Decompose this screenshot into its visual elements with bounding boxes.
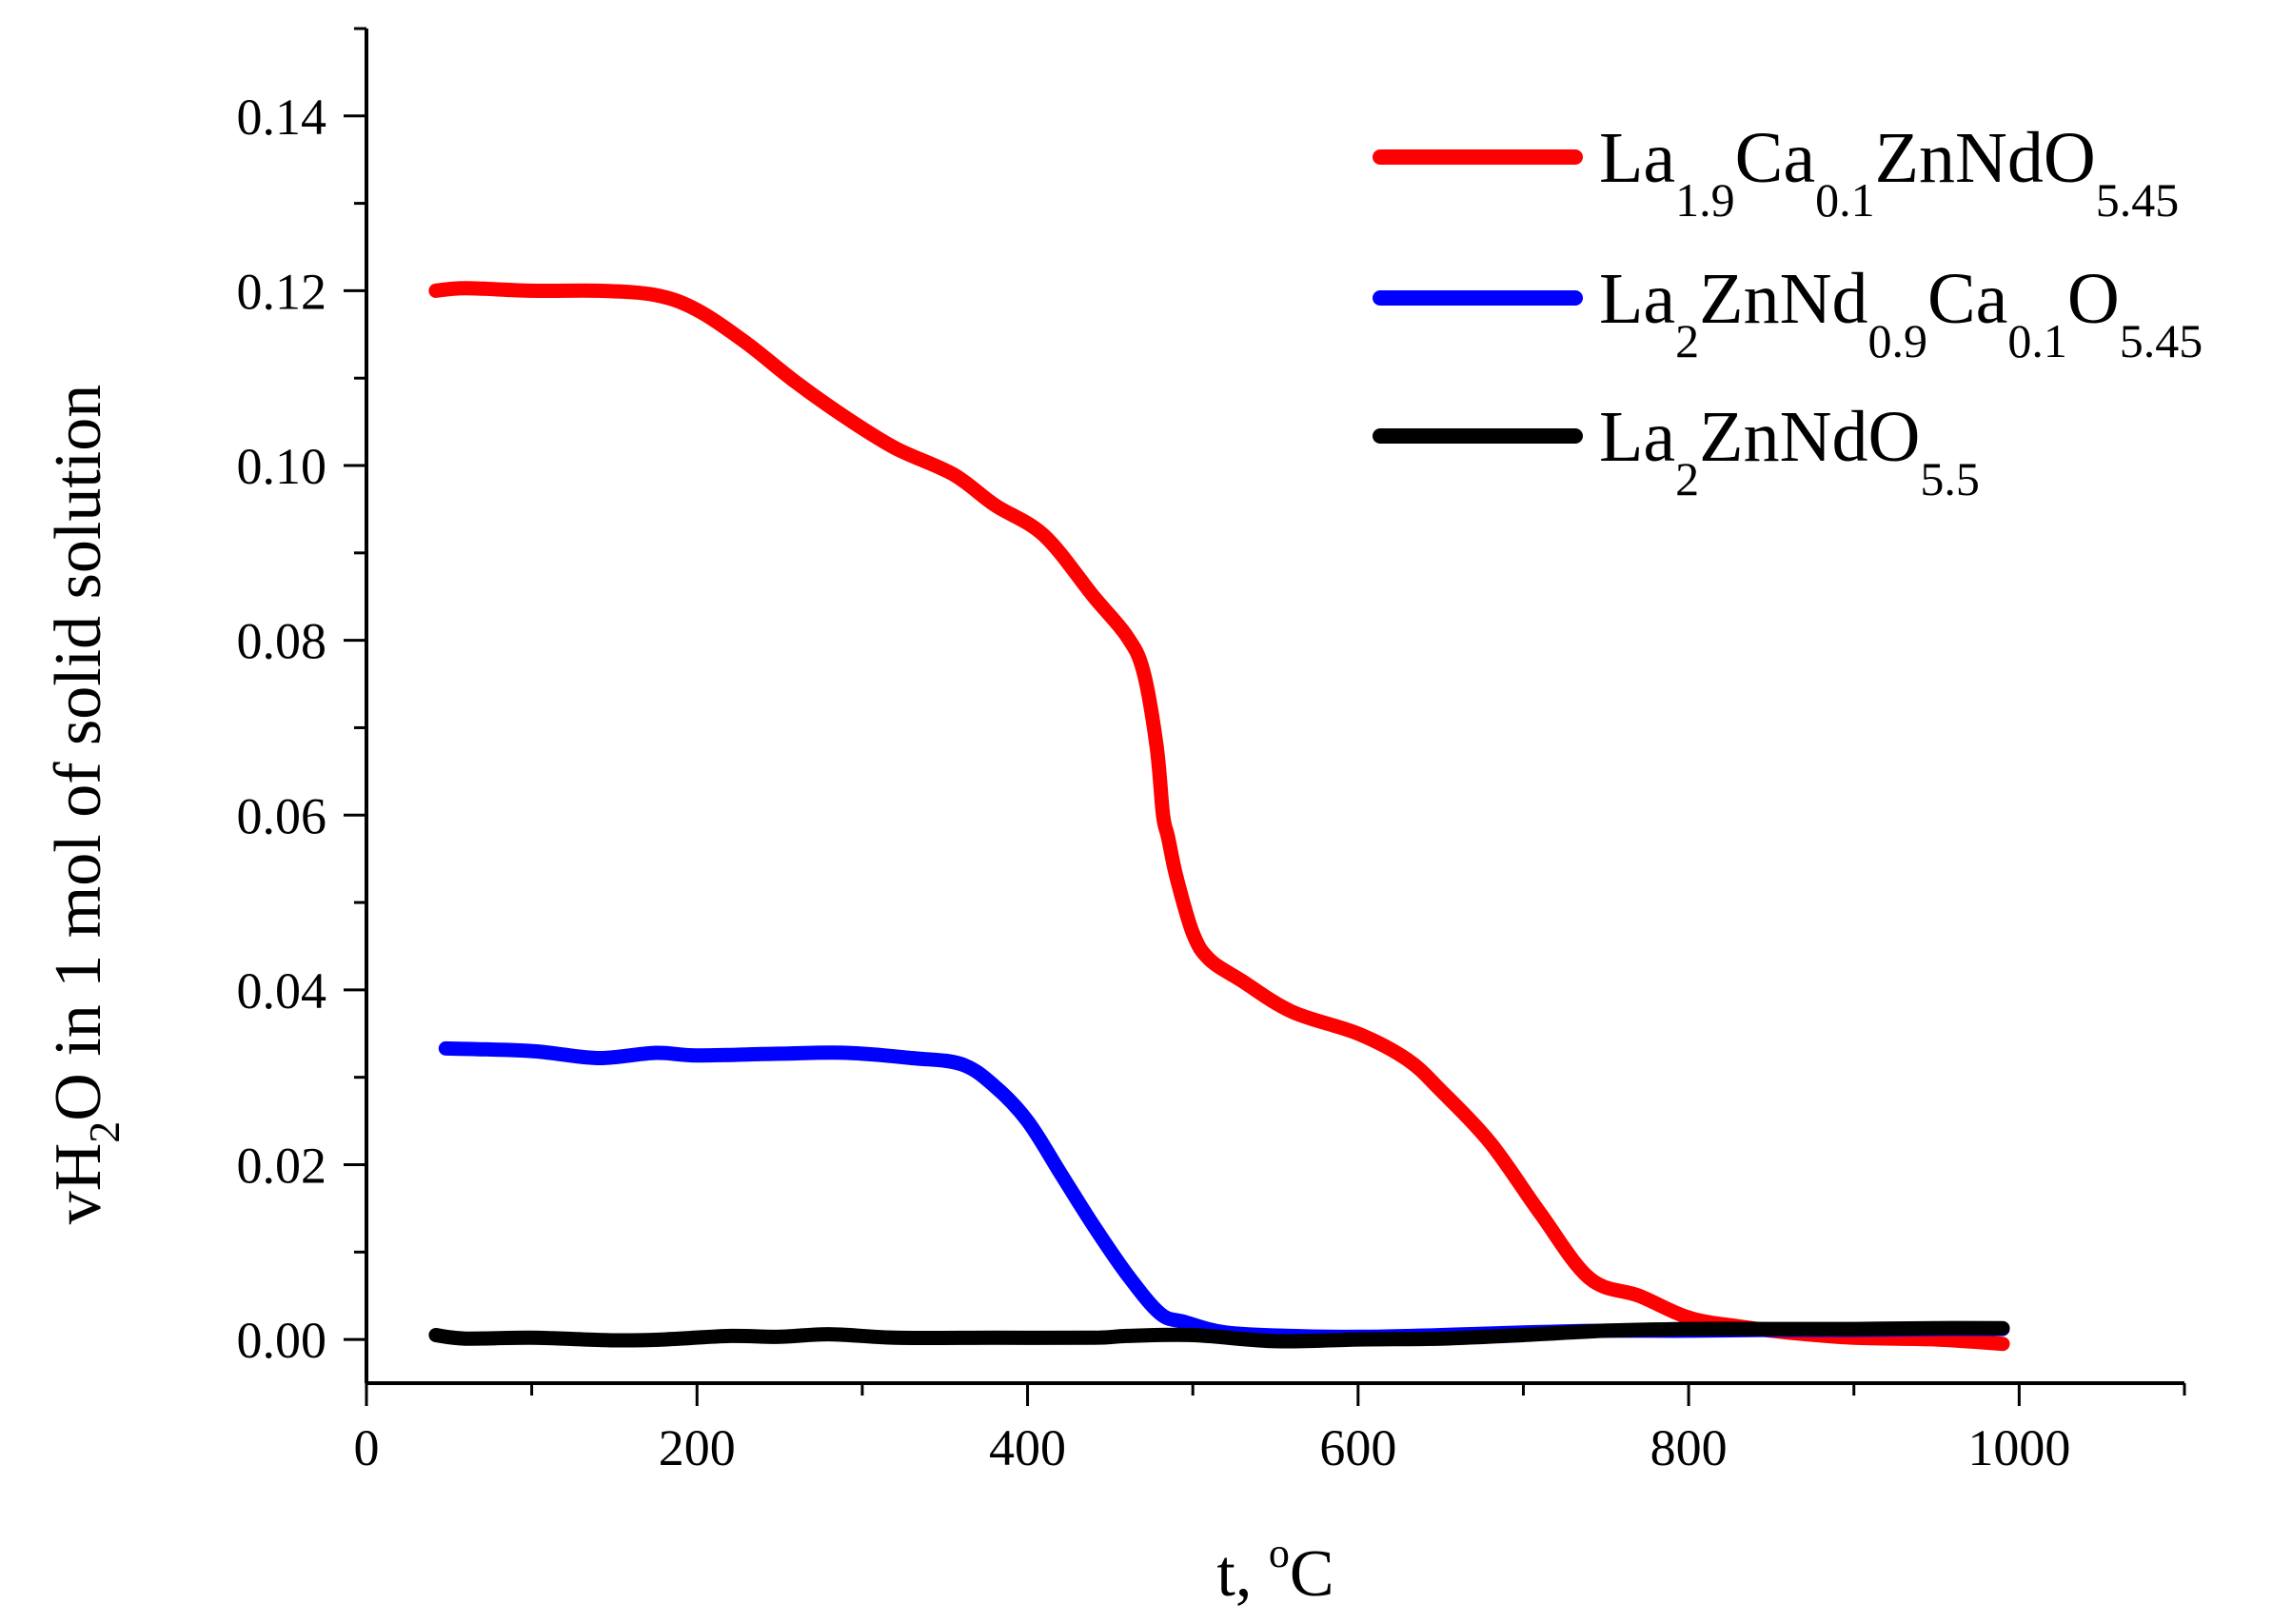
x-tick-label: 200 [659,1419,736,1476]
y-tick-label: 0.10 [237,438,327,495]
x-axis-title: t, oC [1216,1530,1334,1611]
legend: La1.9Ca0.1ZnNdO5.45La2ZnNd0.9Ca0.1O5.45L… [1373,118,2203,505]
legend-subscript: 0.9 [1867,314,1927,367]
legend-text-part: ZnNdO [1699,397,1920,477]
series-line-3 [428,1320,2010,1349]
x-tick-label: 1000 [1967,1419,2070,1476]
x-axis-title-main: t, [1216,1537,1268,1611]
series-layer [428,281,2010,1352]
y-axis-title-sub: 2 [80,1121,128,1143]
legend-subscript: 1.9 [1675,173,1735,227]
y-tick-label: 0.04 [237,962,327,1020]
legend-text-part: La [1599,259,1675,339]
series-line-1 [428,281,2010,1352]
y-tick-label: 0.14 [237,89,327,146]
y-tick-label: 0.12 [237,263,327,320]
x-axis-title-tail: C [1290,1537,1334,1611]
legend-label-2: La2ZnNd0.9Ca0.1O5.45 [1599,259,2203,367]
x-axis-title-sup: o [1269,1530,1290,1576]
legend-subscript: 0.1 [1815,173,1875,227]
legend-subscript: 2 [1675,314,1699,367]
legend-text-part: La [1599,118,1675,198]
y-tick-label: 0.02 [237,1137,327,1194]
x-tick-label: 600 [1319,1419,1396,1476]
x-tick-label: 800 [1650,1419,1728,1476]
legend-label-1: La1.9Ca0.1ZnNdO5.45 [1599,118,2179,227]
legend-text-part: La [1599,397,1675,477]
legend-label-3: La2ZnNdO5.5 [1599,397,1980,505]
y-tick-label: 0.00 [237,1312,327,1369]
x-tick-label: 0 [354,1419,380,1476]
y-axis-title: vH2O in 1 mol of solid solution [42,385,128,1225]
legend-subscript: 5.45 [2096,173,2180,227]
legend-subscript: 2 [1675,452,1699,505]
y-tick-label: 0.06 [237,787,327,844]
y-axis-title-suffix: O in 1 mol of solid solution [42,385,115,1121]
x-tick-label: 400 [989,1419,1066,1476]
y-axis-title-prefix: vH [42,1143,115,1225]
legend-subscript: 5.45 [2120,314,2203,367]
y-tick-label: 0.08 [237,613,327,670]
legend-text-part: ZnNdO [1875,118,2096,198]
legend-subscript: 0.1 [2007,314,2067,367]
legend-subscript: 5.5 [1920,452,1980,505]
axes-layer: 0 200 400 600 800 1000 0.00 0.02 0.04 0.06 0.08 0.1… [42,27,2186,1611]
legend-text-part: ZnNd [1699,259,1867,339]
legend-text-part: Ca [1735,118,1815,198]
legend-text-part: O [2067,259,2120,339]
legend-text-part: Ca [1927,259,2007,339]
